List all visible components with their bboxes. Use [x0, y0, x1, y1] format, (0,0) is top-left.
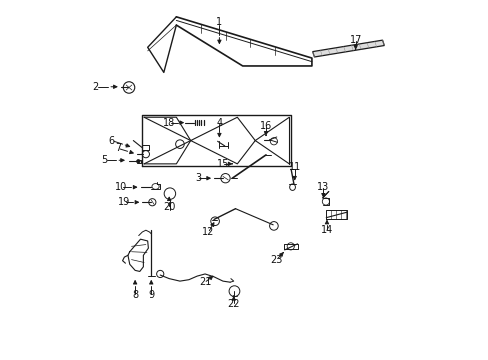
Text: 10: 10 — [114, 182, 127, 192]
Text: 12: 12 — [202, 227, 214, 237]
Polygon shape — [312, 40, 384, 57]
Text: 3: 3 — [194, 173, 201, 183]
Text: 23: 23 — [270, 255, 283, 265]
Text: 7: 7 — [115, 143, 121, 153]
Text: 8: 8 — [132, 291, 138, 301]
Text: 18: 18 — [163, 118, 175, 128]
Text: 2: 2 — [92, 82, 99, 92]
Text: 14: 14 — [320, 225, 332, 235]
Text: 9: 9 — [148, 291, 154, 301]
Text: 13: 13 — [317, 182, 329, 192]
Text: 15: 15 — [216, 159, 229, 169]
Text: 16: 16 — [259, 121, 272, 131]
Text: 21: 21 — [199, 277, 211, 287]
Text: 6: 6 — [108, 136, 115, 145]
Text: 1: 1 — [216, 17, 222, 27]
Text: 20: 20 — [163, 202, 175, 212]
Text: 5: 5 — [102, 155, 107, 165]
Circle shape — [136, 159, 140, 163]
Text: 4: 4 — [216, 118, 222, 128]
Text: 11: 11 — [288, 162, 300, 172]
Text: 22: 22 — [227, 300, 240, 310]
Text: 19: 19 — [118, 197, 130, 207]
Text: 17: 17 — [349, 35, 361, 45]
